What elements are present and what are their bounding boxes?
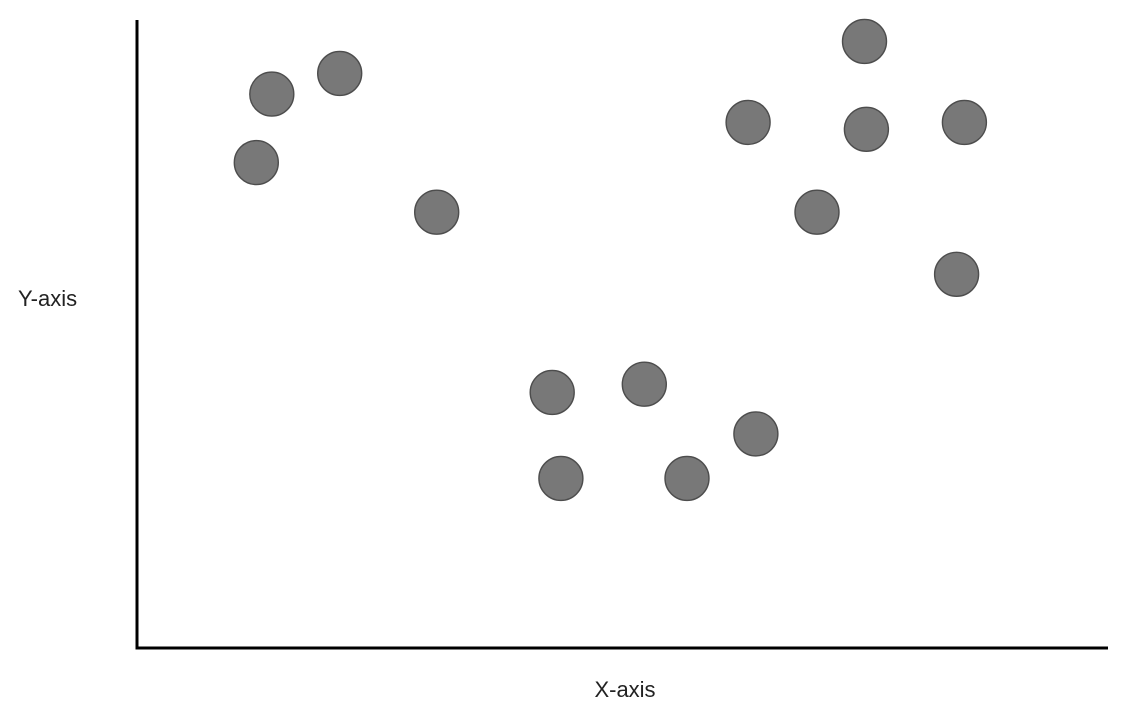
data-point (249, 71, 295, 117)
data-point (529, 369, 575, 416)
data-point (733, 411, 779, 457)
data-point (843, 106, 890, 153)
x-axis-title: X-axis (594, 677, 655, 702)
data-point (841, 18, 888, 65)
data-point (317, 50, 363, 97)
data-point (794, 189, 840, 235)
data-point (933, 251, 980, 297)
y-axis-title: Y-axis (18, 286, 77, 311)
points-layer (233, 18, 988, 502)
data-point (725, 99, 771, 146)
data-point (538, 455, 584, 502)
data-point (664, 455, 710, 502)
data-point (414, 189, 460, 235)
data-point (233, 139, 279, 186)
data-point (941, 99, 988, 146)
data-point (621, 361, 667, 407)
